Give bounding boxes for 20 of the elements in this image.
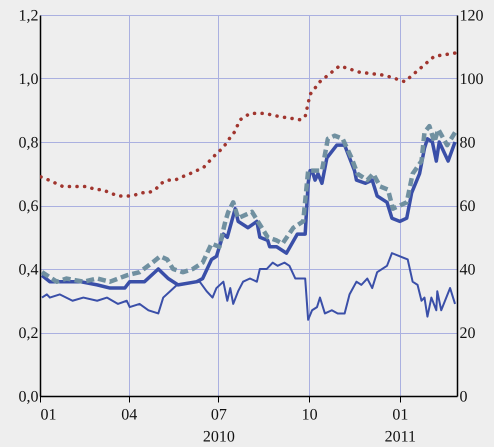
y2-tick-label: 20	[460, 325, 476, 342]
y-tick-label: 0,6	[18, 198, 38, 215]
line-series	[40, 51, 457, 198]
y-tick-label: 0,4	[18, 262, 38, 278]
y-tick-label: 0,8	[18, 134, 38, 152]
x-tick-label: 01 2011	[384, 406, 416, 446]
y-tick-label: 1,0	[18, 71, 38, 88]
y2-tick-label: 120	[460, 8, 484, 24]
y-tick-label: 0,2	[18, 325, 38, 342]
y2-tick-label: 0	[460, 388, 468, 406]
y2-tick-label: 80	[460, 134, 476, 152]
y-tick-label: 1,2	[18, 8, 38, 24]
y-tick-label: 0,0	[18, 388, 38, 406]
x-tick-label: 10	[302, 406, 318, 424]
y2-tick-label: 40	[460, 262, 476, 278]
x-tick-label: 07 2010	[202, 406, 235, 446]
x-tick-label: 01	[40, 406, 56, 424]
y2-tick-label: 100	[460, 71, 484, 88]
x-tick-label: 04	[121, 406, 138, 424]
y2-tick-label: 60	[460, 198, 476, 215]
